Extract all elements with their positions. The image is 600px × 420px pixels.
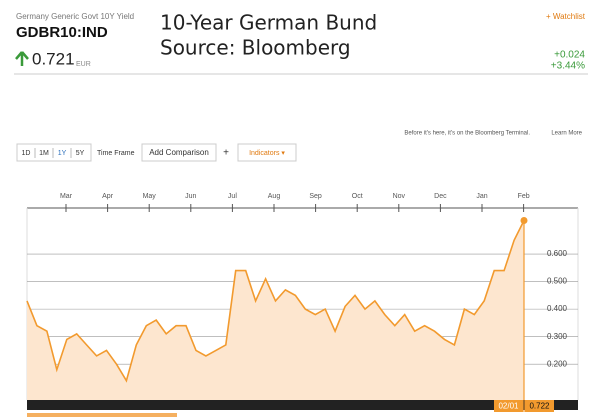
y-tick-label: 0.200 <box>547 359 568 368</box>
area <box>27 220 524 400</box>
month-label: Mar <box>60 193 73 200</box>
overlay-source: Source: Bloomberg <box>160 36 351 60</box>
watchlist-button[interactable]: + Watchlist <box>546 12 586 21</box>
marker-dot <box>520 216 528 224</box>
up-arrow <box>15 51 29 66</box>
y-tick-label: 0.300 <box>547 332 568 341</box>
plus-button[interactable]: + <box>223 148 229 159</box>
y-tick-label: 0.400 <box>547 304 568 313</box>
scrollbar[interactable] <box>27 413 177 417</box>
subtitle: Germany Generic Govt 10Y Yield <box>16 12 134 21</box>
month-label: Jul <box>228 193 237 200</box>
ticker: GDBR10:IND <box>16 24 108 41</box>
currency: EUR <box>76 61 91 68</box>
month-label: Feb <box>518 193 530 200</box>
indicators-button[interactable] <box>237 143 297 162</box>
y-tick-label: 0.500 <box>547 277 568 286</box>
month-label: Sep <box>309 193 322 200</box>
navigator-bar <box>27 400 578 410</box>
line <box>26 220 525 383</box>
month-label: Aug <box>268 193 281 200</box>
month-label: Apr <box>102 193 114 200</box>
value-box <box>525 400 554 412</box>
price: 0.721 <box>32 49 75 68</box>
time-frame-label: Time Frame <box>97 150 135 157</box>
change: +0.024 <box>554 50 585 61</box>
change-pct: +3.44% <box>551 61 585 72</box>
marker-value: 0.722 <box>529 402 550 411</box>
promo-text: Before it's here, it's on the Bloomberg … <box>404 131 530 137</box>
marker-date: 02/01 <box>498 402 519 411</box>
month-label: Nov <box>393 193 406 200</box>
month-label: Dec <box>434 193 447 200</box>
range-button[interactable]: 1D <box>22 150 31 157</box>
month-label: Oct <box>352 193 363 200</box>
learn-more[interactable]: Learn More <box>551 131 582 137</box>
date-box <box>494 400 523 412</box>
range-button[interactable]: 1M <box>39 150 49 157</box>
range-button[interactable]: 1Y <box>58 150 67 157</box>
add-comparison-button[interactable] <box>141 143 217 162</box>
range-button[interactable]: 5Y <box>76 150 85 157</box>
y-tick-label: 0.600 <box>547 249 568 258</box>
add-comparison-label: Add Comparison <box>149 148 209 157</box>
overlay-title: 10-Year German Bund <box>160 11 377 35</box>
month-label: Jun <box>185 193 196 200</box>
indicators-label: Indicators ▾ <box>249 150 285 157</box>
month-label: May <box>143 193 157 200</box>
month-label: Jan <box>476 193 487 200</box>
